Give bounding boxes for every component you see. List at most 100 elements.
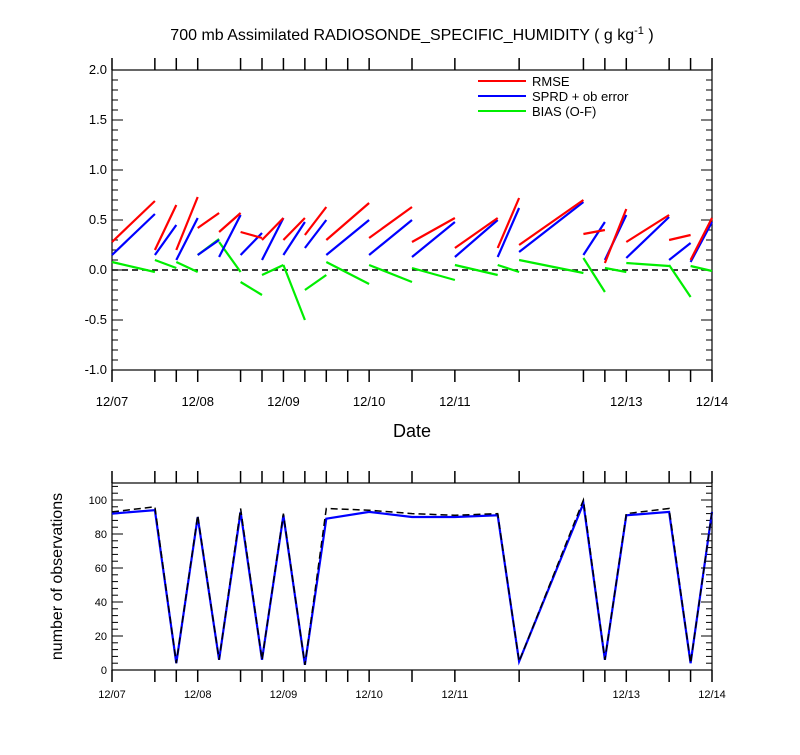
y-tick-label: 0: [101, 665, 107, 677]
series-segment: [496, 207, 521, 258]
chart-title: 700 mb Assimilated RADIOSONDE_SPECIFIC_H…: [170, 25, 653, 44]
x-tick-label: 12/08: [181, 394, 214, 409]
y-tick-label: 20: [95, 631, 107, 643]
series-segment: [604, 266, 627, 274]
series-segment: [518, 199, 585, 246]
series-segment: [518, 258, 584, 275]
series-segment: [454, 263, 498, 277]
series-segment: [454, 219, 499, 258]
x-tick-label: 12/11: [441, 689, 468, 701]
series-segment: [668, 233, 691, 242]
series-segment: [282, 221, 306, 256]
series-segment: [240, 230, 263, 240]
y-tick-label: -0.5: [85, 312, 107, 327]
series-segment: [411, 221, 456, 258]
x-tick-label: 12/08: [184, 689, 212, 701]
plot-frame: [111, 482, 713, 671]
series-segment: [368, 206, 413, 239]
series-segment: [282, 217, 306, 241]
series-segment: [325, 261, 370, 285]
series-segment: [411, 217, 456, 243]
series-segment: [111, 213, 156, 256]
series-segment: [175, 217, 199, 261]
x-tick-label: 12/11: [439, 394, 471, 409]
series-segment: [690, 264, 713, 273]
series-obs-used: [111, 499, 714, 666]
y-tick-label: 0.0: [89, 262, 107, 277]
bottom-plot: 0 20 40 60 80 100 12/07 12/08 12/09 12/10 12/11 12/…: [49, 471, 726, 701]
y-tick-label: 0.5: [89, 212, 107, 227]
series-segment: [154, 258, 177, 270]
x-tick-label: 12/07: [98, 689, 126, 701]
series-segment: [282, 264, 306, 321]
x-tick-label: 12/14: [696, 394, 729, 409]
series-segment: [240, 281, 263, 296]
series-segment: [625, 216, 670, 259]
legend-label: BIAS (O-F): [532, 104, 596, 119]
series-segment: [153, 204, 178, 251]
series-segment: [304, 219, 328, 249]
series-segment: [261, 217, 285, 261]
y-tick-label: 80: [95, 529, 107, 541]
series-segment: [668, 242, 692, 261]
y-tick-label: 1.0: [89, 162, 107, 177]
series-segment: [197, 212, 220, 229]
series-segment: [218, 241, 242, 273]
legend-label: RMSE: [532, 74, 570, 89]
series-segment: [218, 212, 242, 233]
x-tick-label: 12/09: [270, 689, 298, 701]
series-segment: [154, 224, 178, 256]
series-segment: [175, 196, 199, 251]
series-segment: [175, 261, 199, 273]
series-segment: [325, 219, 370, 256]
series-segment: [111, 200, 156, 243]
y-axis-label: number of observations: [49, 493, 66, 660]
series-rmse: [111, 196, 713, 264]
series-segment: [582, 257, 606, 293]
series-segment: [668, 264, 692, 298]
series-segment: [111, 260, 156, 274]
series-segment: [583, 228, 606, 236]
y-tick-label: 40: [95, 597, 107, 609]
legend-label: SPRD + ob error: [532, 89, 629, 104]
y-tick-label: 1.5: [89, 112, 107, 127]
x-tick-label: 12/13: [613, 689, 641, 701]
x-tick-label: 12/13: [610, 394, 643, 409]
series-segment: [304, 274, 327, 291]
series-bias-o-f-: [111, 238, 713, 321]
series-segment: [411, 266, 456, 282]
series-segment: [625, 214, 670, 243]
x-tick-label: 12/07: [96, 394, 129, 409]
series-segment: [261, 217, 285, 241]
series-segment: [304, 206, 328, 236]
y-tick-label: -1.0: [85, 362, 107, 377]
x-axis-label: Date: [393, 421, 431, 441]
series-segment: [603, 208, 628, 264]
series-segment: [454, 217, 499, 249]
x-tick-label: 12/10: [355, 689, 383, 701]
series-segment: [218, 214, 242, 258]
series-segment: [497, 263, 520, 274]
series-segment: [368, 219, 413, 256]
series-segment: [689, 217, 713, 261]
top-plot: -1.0 -0.5 0.0 0.5 1.0 1.5 2.0 12/07 12/08 12/09 12…: [85, 25, 729, 441]
y-tick-label: 2.0: [89, 62, 107, 77]
series-segment: [325, 202, 370, 241]
x-tick-label: 12/09: [267, 394, 300, 409]
series-segment: [626, 261, 670, 268]
y-tick-label: 100: [89, 495, 107, 507]
y-tick-label: 60: [95, 563, 107, 575]
series-sprd-ob-error: [111, 201, 713, 263]
x-tick-label: 12/10: [353, 394, 386, 409]
series-segment: [197, 239, 220, 256]
series-segment: [368, 263, 413, 284]
series-segment: [261, 264, 284, 276]
series-segment: [496, 197, 521, 249]
series-segment: [582, 221, 606, 256]
x-tick-label: 12/14: [698, 689, 726, 701]
series-obs-possible: [111, 497, 713, 666]
series-segment: [518, 201, 585, 253]
